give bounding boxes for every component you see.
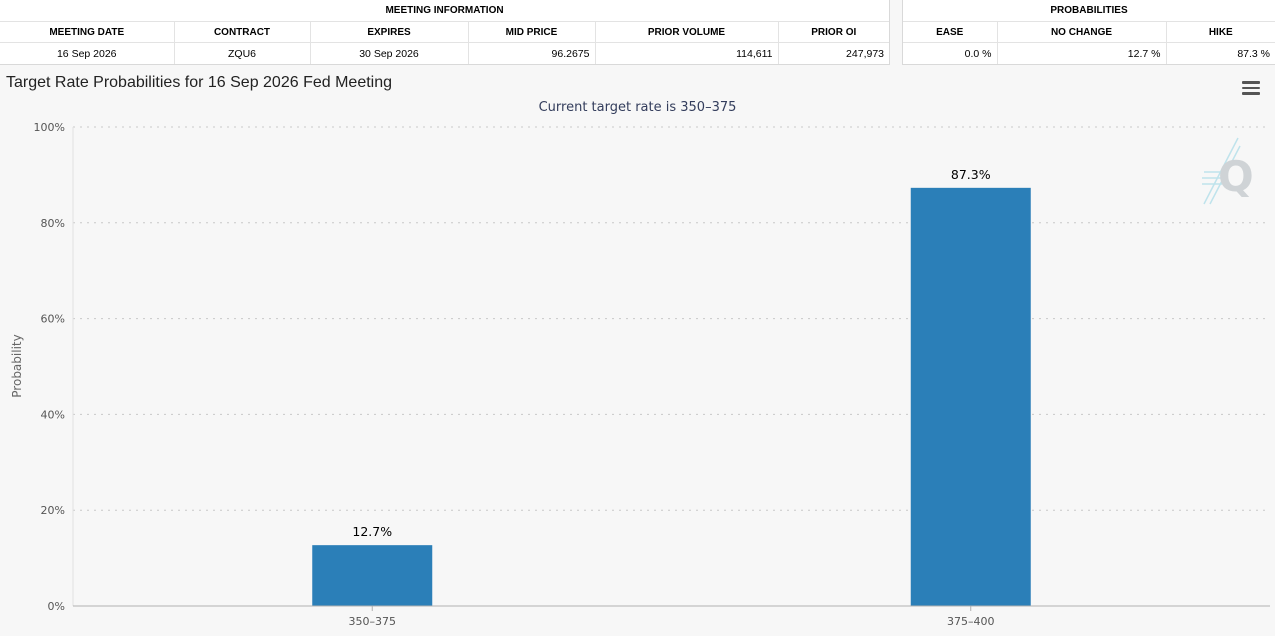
meeting-information-header: MEETING INFORMATION [0,0,890,22]
data-labels: 12.7% 87.3% [352,167,990,539]
meeting-information-panel: MEETING INFORMATION MEETING DATE CONTRAC… [0,0,890,65]
column-header-hike: HIKE [1166,21,1275,43]
y-tick-label: 0% [48,600,65,613]
bar-1[interactable] [312,545,433,606]
probabilities-table: PROBABILITIES EASE NO CHANGE HIKE 0.0 % … [903,0,1275,64]
column-header-no-change: NO CHANGE [997,21,1167,43]
column-header-ease: EASE [903,21,998,43]
y-tick-label: 20% [41,504,65,517]
probabilities-panel: PROBABILITIES EASE NO CHANGE HIKE 0.0 % … [902,0,1275,65]
bar-2[interactable] [910,187,1031,606]
y-tick-label: 60% [41,313,65,326]
contract-cell: ZQU6 [174,42,311,64]
hamburger-icon [1242,81,1260,84]
column-header-expires: EXPIRES [310,21,469,43]
y-axis-title: Probability [10,334,24,397]
chart-title: Target Rate Probabilities for 16 Sep 202… [6,74,393,91]
meeting-information-table: MEETING INFORMATION MEETING DATE CONTRAC… [0,0,890,64]
prior-oi-cell: 247,973 [846,47,885,60]
column-header-mid-price: MID PRICE [468,21,596,43]
column-header-prior-volume: PRIOR VOLUME [595,21,779,43]
expires-cell: 30 Sep 2026 [310,42,469,64]
prior-volume-cell: 114,611 [595,42,779,64]
no-change-cell: 12.7 % [997,42,1167,64]
y-tick-label: 80% [41,217,65,230]
y-tick-label: 40% [41,408,65,421]
table-row: 16 Sep 2026 ZQU6 30 Sep 2026 96.2675 114… [0,42,889,64]
hike-cell: 87.3 % [1237,47,1271,60]
mid-price-cell: 96.2675 [468,42,596,64]
chart-menu-button[interactable] [1242,81,1260,95]
gridlines [73,126,1270,511]
q-logo-icon: Q [1202,137,1254,205]
y-tick-label: 100% [34,121,65,134]
meeting-date-cell: 16 Sep 2026 [0,42,175,64]
ease-cell: 0.0 % [903,42,998,64]
table-row: 0.0 % 12.7 % 87.3 % [903,42,1275,64]
column-header-meeting-date: MEETING DATE [0,21,175,43]
column-header-prior-oi: PRIOR OI [778,21,890,43]
data-label: 87.3% [951,167,991,182]
bars [312,187,1031,606]
x-tick-label: 350–375 [349,615,397,628]
column-header-contract: CONTRACT [174,21,311,43]
probabilities-header: PROBABILITIES [903,0,1275,22]
x-tick-label: 375–400 [947,615,995,628]
chart-subtitle: Current target rate is 350–375 [538,100,737,115]
data-label: 12.7% [352,524,392,539]
axes: 0% 20% 40% 60% 80% 100% 350–375 375–400 [34,121,1270,628]
svg-text:Q: Q [1218,152,1254,201]
